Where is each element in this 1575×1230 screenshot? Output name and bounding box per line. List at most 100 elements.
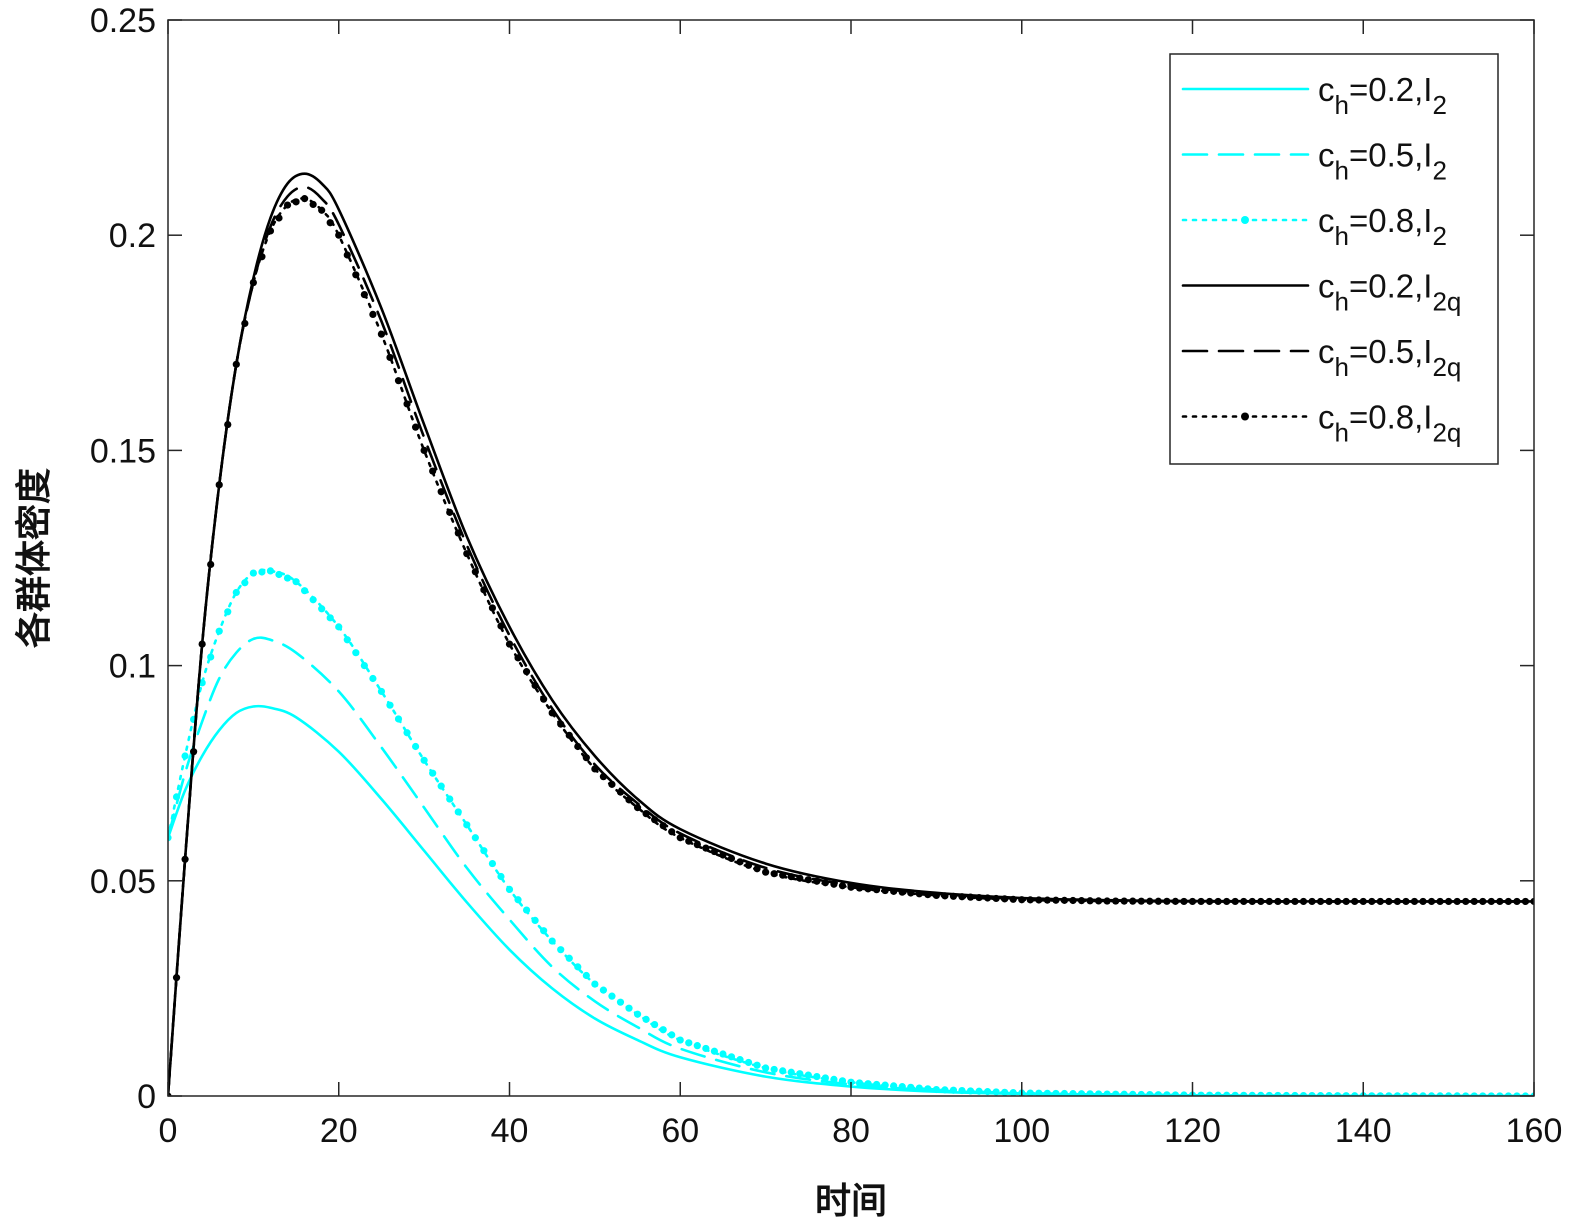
y-tick-label: 0.1 [109,648,156,686]
series-6-point [1103,897,1111,905]
series-6-point [437,488,445,496]
legend-label-1: ch=0.2,I2 [1318,71,1447,120]
series-3-point [471,834,479,842]
series-3-point [232,588,240,597]
series-3-point [685,1039,693,1047]
series-3-point [992,1088,1000,1096]
series-3-point [1052,1089,1060,1096]
series-3-point [360,662,368,670]
series-3-point [1274,1091,1282,1096]
series-3-point [1086,1090,1094,1096]
series-6-point [838,882,847,890]
series-3-point [1103,1090,1111,1096]
series-6-point [1265,897,1273,906]
series-6-point [488,604,497,612]
series-6-point [779,871,787,879]
series-3-point [608,992,616,1000]
series-3-point [753,1061,761,1069]
series-6-point [1137,897,1145,905]
series-3-point [1043,1089,1051,1096]
series-6-point [898,888,906,896]
series-6-point [1445,897,1453,906]
series-3-point [266,567,275,575]
series-6-point [881,886,889,895]
series-6-point [411,423,420,431]
series-3-point [744,1058,753,1067]
series-3-point [838,1077,847,1085]
series-3-point [804,1071,812,1079]
y-axis-title: 各群体密度 [13,468,55,648]
series-3-point [1094,1090,1103,1096]
series-3-point [1291,1091,1299,1096]
series-3-point [207,653,215,661]
series-3-point [480,847,488,855]
series-6-point [1018,896,1026,904]
series-3-point [1137,1090,1145,1096]
series-6-point [821,879,829,887]
series-3-point [1308,1091,1316,1096]
series-3-point [1299,1091,1308,1096]
series-3-point [488,859,497,868]
series-3-point [924,1085,932,1093]
series-3-point [168,834,172,842]
series-6-point [471,568,479,576]
series-6-point [770,870,778,878]
series-6-point [540,695,548,703]
series-3-point [710,1047,719,1055]
series-6-point [1205,897,1214,906]
series-3-point [352,649,360,657]
series-6-point [1427,897,1436,906]
legend-label-3: ch=0.8,I2 [1318,202,1447,251]
series-6-point [1060,896,1069,904]
series-3-point [1009,1089,1017,1096]
series-3-point [557,946,565,954]
series-3-point [693,1042,701,1050]
series-3-point [1427,1092,1436,1096]
legend-label-6: ch=0.8,I2q [1318,399,1461,448]
series-3-point [582,971,590,980]
series-6-point [1376,897,1384,906]
series-3-point [787,1068,795,1076]
series-3-point [1521,1092,1530,1096]
series-6-point [198,640,206,648]
series-6-point [190,748,198,756]
series-6-point [702,844,710,852]
series-6-point [1180,897,1188,906]
x-tick-label: 80 [832,1112,870,1150]
series-3-point [616,998,625,1006]
series-6-point [1257,897,1265,906]
series-6-point [685,837,693,845]
series-6-point [599,773,608,781]
series-3-point [676,1036,684,1044]
series-3-point [813,1072,821,1081]
series-6-point [1299,897,1308,906]
series-3-point [1376,1092,1384,1096]
series-6-point [1077,897,1086,905]
series-3-point [1112,1090,1120,1096]
series-3-point [1419,1092,1427,1096]
series-line-6 [168,197,1534,1096]
series-6-point [642,810,650,818]
series-6-point [557,720,565,728]
series-3-point [1146,1091,1154,1096]
series-3-point [702,1044,710,1053]
series-3-point [181,752,189,760]
series-3-point [275,570,283,579]
legend-marker-6 [1241,412,1249,421]
series-3-point [1180,1091,1188,1096]
series-6-point [168,1092,172,1096]
series-6-point [668,828,676,836]
series-6-point [249,278,257,287]
series-6-point [394,377,403,385]
series-3-point [249,569,257,577]
series-3-point [198,679,206,687]
series-3-point [1069,1090,1077,1096]
series-3-point [429,769,437,777]
series-6-point [505,640,514,648]
series-6-point [1334,897,1342,906]
series-3-point [454,808,462,816]
series-3-point [1342,1092,1350,1096]
series-6-point [762,868,770,876]
series-3-point [796,1070,804,1078]
series-3-point [420,756,428,764]
